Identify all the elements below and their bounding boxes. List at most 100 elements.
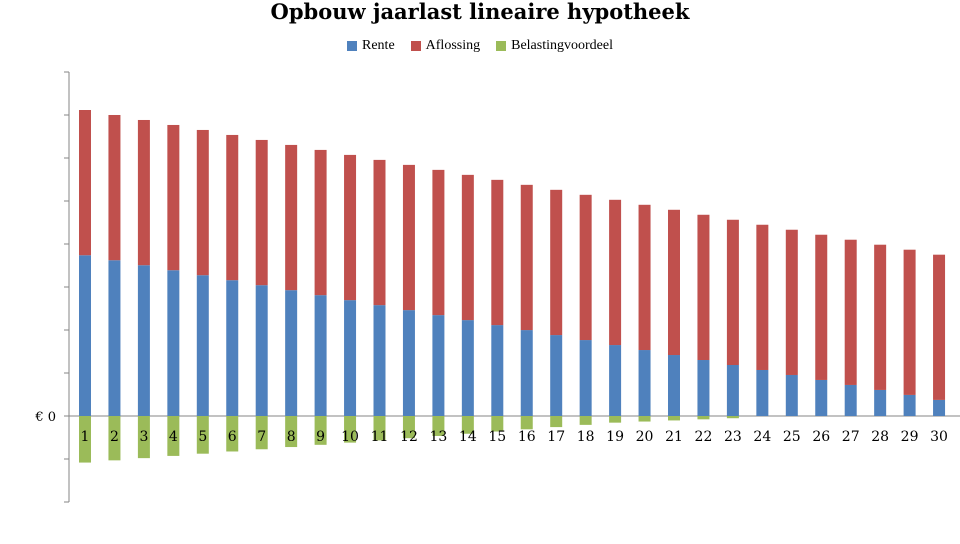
bar-belastingvoordeel (167, 416, 180, 456)
bar-aflossing (609, 199, 622, 346)
bar-rente (285, 290, 298, 416)
x-tick-label: 10 (341, 429, 359, 445)
bar-rente (844, 384, 857, 416)
bar-aflossing (874, 244, 887, 390)
x-tick-label: 9 (316, 429, 325, 445)
bar-belastingvoordeel (255, 416, 268, 450)
bar-belastingvoordeel (491, 416, 504, 432)
bar-rente (79, 255, 91, 416)
bar-rente (226, 280, 239, 416)
bar-rente (255, 285, 268, 416)
x-tick-label: 7 (257, 429, 266, 445)
bar-belastingvoordeel (285, 416, 298, 448)
bar-rente (344, 300, 357, 416)
bar-rente (432, 315, 445, 416)
x-tick-label: 19 (606, 429, 624, 445)
bar-rente (697, 360, 710, 416)
bar-rente (756, 369, 769, 416)
bar-rente (609, 345, 622, 416)
bar-belastingvoordeel (226, 416, 239, 452)
bar-belastingvoordeel (344, 416, 357, 443)
legend-item-aflossing: Aflossing (410, 38, 481, 54)
bar-rente (668, 355, 680, 416)
bar-aflossing (344, 154, 357, 301)
bar-belastingvoordeel (609, 416, 622, 423)
bar-rente (402, 310, 415, 416)
bar-aflossing (108, 114, 121, 261)
bar-belastingvoordeel (726, 416, 739, 419)
x-tick-label: 6 (228, 429, 237, 445)
x-tick-label: 24 (753, 429, 771, 445)
bar-rente (108, 260, 121, 416)
bar-rente (726, 365, 739, 416)
legend: Rente Aflossing Belastingvoordeel (0, 36, 960, 56)
bar-rente (461, 320, 474, 416)
legend-item-belastingvoordeel: Belastingvoordeel (496, 38, 613, 54)
bar-aflossing (373, 159, 386, 306)
bar-rente (785, 374, 798, 416)
x-tick-label: 2 (110, 429, 119, 445)
bar-rente (196, 275, 209, 416)
bar-aflossing (550, 189, 563, 336)
bar-rente (638, 350, 651, 416)
bar-rente (314, 295, 327, 416)
bar-aflossing (226, 134, 239, 281)
bar-aflossing (314, 149, 327, 296)
bar-aflossing (285, 144, 298, 291)
bar-belastingvoordeel (432, 416, 445, 436)
x-tick-label: 3 (139, 429, 148, 445)
bar-rente (491, 325, 504, 416)
bar-aflossing (432, 169, 445, 316)
legend-label-aflossing: Aflossing (425, 38, 481, 53)
x-tick-label: 21 (665, 429, 683, 445)
bar-rente (874, 389, 887, 416)
bar-rente (137, 265, 150, 416)
x-tick-label: 14 (459, 429, 477, 445)
bar-belastingvoordeel (137, 416, 150, 459)
bar-rente (167, 270, 180, 416)
bar-rente (550, 335, 563, 416)
legend-label-belastingvoordeel: Belastingvoordeel (511, 38, 613, 53)
x-tick-label: 20 (636, 429, 654, 445)
bar-belastingvoordeel (108, 416, 121, 461)
x-tick-label: 11 (371, 429, 389, 445)
bar-aflossing (668, 209, 680, 356)
bar-belastingvoordeel (520, 416, 533, 430)
bar-aflossing (491, 179, 504, 326)
x-tick-label: 5 (198, 429, 207, 445)
x-tick-label: 4 (169, 429, 178, 445)
x-tick-label: 18 (577, 429, 595, 445)
bar-aflossing (196, 129, 209, 276)
legend-swatch-aflossing (410, 41, 421, 51)
legend-swatch-belastingvoordeel (496, 41, 507, 51)
bar-rente (373, 305, 386, 416)
bar-belastingvoordeel (697, 416, 710, 420)
bar-belastingvoordeel (314, 416, 327, 445)
bar-belastingvoordeel (402, 416, 415, 439)
x-tick-label: 30 (930, 429, 948, 445)
x-tick-label: 23 (724, 429, 742, 445)
bar-aflossing (815, 234, 828, 380)
bar-belastingvoordeel (79, 416, 91, 463)
bar-rente (520, 330, 533, 416)
bar-rente (579, 340, 592, 416)
bar-aflossing (79, 110, 91, 256)
bar-aflossing (638, 204, 651, 351)
x-tick-label: 22 (695, 429, 713, 445)
bar-aflossing (785, 229, 798, 375)
x-tick-label: 13 (429, 429, 447, 445)
bar-aflossing (726, 219, 739, 365)
x-tick-label: 15 (488, 429, 506, 445)
bar-belastingvoordeel (373, 416, 386, 441)
y-tick-label: € 0 (34, 410, 56, 425)
bar-aflossing (903, 249, 916, 395)
bar-belastingvoordeel (579, 416, 592, 425)
x-tick-label: 1 (81, 429, 90, 445)
bar-rente (903, 394, 916, 416)
bar-aflossing (461, 174, 474, 321)
bar-rente (815, 379, 828, 416)
x-tick-label: 27 (842, 429, 860, 445)
bar-aflossing (167, 124, 180, 271)
bar-aflossing (756, 224, 769, 370)
bar-aflossing (579, 194, 592, 341)
